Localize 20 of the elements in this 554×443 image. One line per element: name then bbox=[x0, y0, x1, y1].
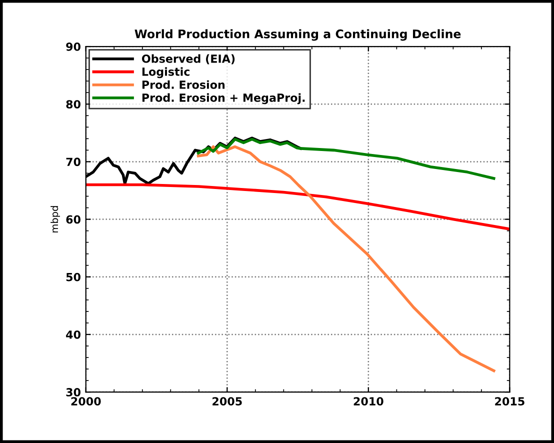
x-tick-label: 2010 bbox=[354, 397, 384, 406]
legend-label: Prod. Erosion bbox=[142, 80, 225, 89]
chart-title: World Production Assuming a Continuing Decline bbox=[134, 29, 461, 41]
x-tick-label: 2000 bbox=[71, 397, 101, 406]
y-tick-label: 80 bbox=[66, 100, 80, 108]
y-tick-label: 30 bbox=[66, 388, 80, 396]
y-tick-label: 70 bbox=[66, 158, 80, 166]
y-axis-title: mbpd bbox=[50, 206, 60, 232]
line-series bbox=[196, 145, 496, 372]
y-tick-label: 60 bbox=[66, 215, 80, 224]
y-tick-label: 50 bbox=[66, 272, 80, 282]
legend-label: Prod. Erosion + MegaProj. bbox=[142, 93, 305, 104]
x-tick-label: 2015 bbox=[495, 397, 524, 406]
y-tick-label: 40 bbox=[66, 330, 80, 339]
x-tick-label: 2005 bbox=[212, 397, 242, 406]
line-series bbox=[86, 183, 510, 230]
y-tick-label: 90 bbox=[66, 42, 80, 51]
legend-label: Observed (EIA) bbox=[142, 54, 235, 64]
line-series bbox=[196, 138, 496, 180]
legend-label: Logistic bbox=[142, 67, 190, 78]
